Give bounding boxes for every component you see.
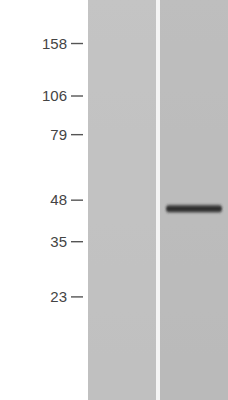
marker-tick (71, 43, 83, 44)
marker-label: 106 (42, 87, 67, 104)
marker-label: 35 (50, 233, 67, 250)
band (166, 205, 222, 212)
lane-divider (156, 0, 160, 400)
marker-tick (71, 296, 83, 297)
marker-tick (71, 199, 83, 200)
marker-tick (71, 134, 83, 135)
marker-tick (71, 95, 83, 96)
bands (166, 205, 222, 212)
lane (160, 0, 228, 400)
marker-label: 23 (50, 288, 67, 305)
membrane (88, 0, 228, 400)
marker-tick (71, 241, 83, 242)
marker-label: 48 (50, 191, 67, 208)
marker-label: 158 (42, 35, 67, 52)
marker-label: 79 (50, 126, 67, 143)
figure: 158 106 79 48 35 23 (0, 0, 228, 400)
lane (88, 0, 156, 400)
